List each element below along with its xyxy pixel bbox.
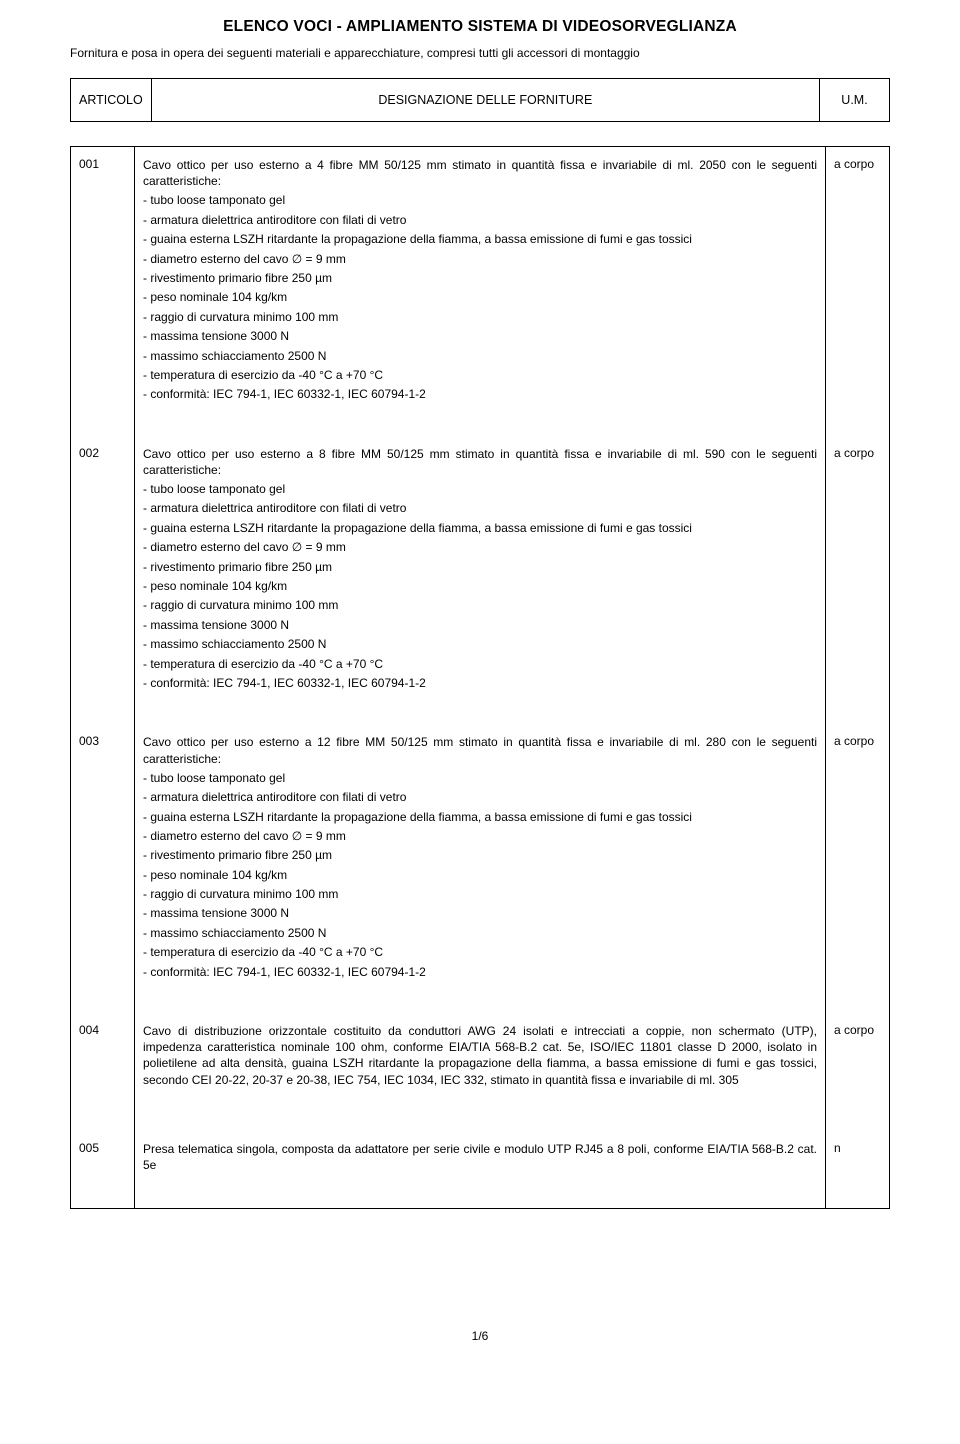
cell-designazione: Cavo di distribuzione orizzontale costit… <box>135 1013 826 1095</box>
spec-item: conformità: IEC 794-1, IEC 60332-1, IEC … <box>143 675 817 692</box>
spec-item: armatura dielettrica antiroditore con fi… <box>143 500 817 517</box>
spec-item: peso nominale 104 kg/km <box>143 289 817 306</box>
header-designazione: DESIGNAZIONE DELLE FORNITURE <box>151 79 819 122</box>
spec-item: diametro esterno del cavo ∅ = 9 mm <box>143 539 817 556</box>
spec-item: conformità: IEC 794-1, IEC 60332-1, IEC … <box>143 386 817 403</box>
gap-row <box>71 702 890 724</box>
cell-um: a corpo <box>826 1013 890 1095</box>
cell-articolo: 002 <box>71 436 135 703</box>
spec-item: massimo schiacciamento 2500 N <box>143 636 817 653</box>
header-um: U.M. <box>820 79 890 122</box>
cell-articolo: 003 <box>71 724 135 991</box>
cell-um: a corpo <box>826 147 890 414</box>
spec-item: tubo loose tamponato gel <box>143 481 817 498</box>
page-footer: 1/6 <box>70 1329 890 1343</box>
gap-row <box>71 1095 890 1131</box>
cell-um: n <box>826 1131 890 1180</box>
table-row: 005Presa telematica singola, composta da… <box>71 1131 890 1180</box>
spec-item: armatura dielettrica antiroditore con fi… <box>143 789 817 806</box>
item-intro: Cavo ottico per uso esterno a 12 fibre M… <box>143 734 817 766</box>
column-header-table: ARTICOLO DESIGNAZIONE DELLE FORNITURE U.… <box>70 78 890 122</box>
spec-item: raggio di curvatura minimo 100 mm <box>143 597 817 614</box>
spec-item: rivestimento primario fibre 250 µm <box>143 559 817 576</box>
spec-item: tubo loose tamponato gel <box>143 770 817 787</box>
spec-item: massimo schiacciamento 2500 N <box>143 348 817 365</box>
spec-item: guaina esterna LSZH ritardante la propag… <box>143 231 817 248</box>
spec-item: diametro esterno del cavo ∅ = 9 mm <box>143 828 817 845</box>
spec-list: tubo loose tamponato gel armatura dielett… <box>143 770 817 981</box>
item-intro: Presa telematica singola, composta da ad… <box>143 1141 817 1173</box>
spec-item: guaina esterna LSZH ritardante la propag… <box>143 520 817 537</box>
spec-item: peso nominale 104 kg/km <box>143 578 817 595</box>
item-intro: Cavo ottico per uso esterno a 4 fibre MM… <box>143 157 817 189</box>
table-row: 003Cavo ottico per uso esterno a 12 fibr… <box>71 724 890 991</box>
cell-designazione: Presa telematica singola, composta da ad… <box>135 1131 826 1180</box>
spec-item: raggio di curvatura minimo 100 mm <box>143 886 817 903</box>
cell-designazione: Cavo ottico per uso esterno a 12 fibre M… <box>135 724 826 991</box>
header-articolo: ARTICOLO <box>71 79 152 122</box>
gap-row <box>71 1180 890 1208</box>
table-row: 004Cavo di distribuzione orizzontale cos… <box>71 1013 890 1095</box>
spec-item: conformità: IEC 794-1, IEC 60332-1, IEC … <box>143 964 817 981</box>
page-title: ELENCO VOCI - AMPLIAMENTO SISTEMA DI VID… <box>70 18 890 36</box>
cell-articolo: 005 <box>71 1131 135 1180</box>
cell-designazione: Cavo ottico per uso esterno a 4 fibre MM… <box>135 147 826 414</box>
spec-item: diametro esterno del cavo ∅ = 9 mm <box>143 251 817 268</box>
spec-item: peso nominale 104 kg/km <box>143 867 817 884</box>
spec-item: massima tensione 3000 N <box>143 905 817 922</box>
spec-item: rivestimento primario fibre 250 µm <box>143 270 817 287</box>
spec-item: raggio di curvatura minimo 100 mm <box>143 309 817 326</box>
items-table: 001Cavo ottico per uso esterno a 4 fibre… <box>70 146 890 1209</box>
gap-row <box>71 991 890 1013</box>
spec-item: massima tensione 3000 N <box>143 328 817 345</box>
spec-item: armatura dielettrica antiroditore con fi… <box>143 212 817 229</box>
spec-list: tubo loose tamponato gel armatura dielett… <box>143 481 817 692</box>
spec-item: massima tensione 3000 N <box>143 617 817 634</box>
item-intro: Cavo di distribuzione orizzontale costit… <box>143 1023 817 1088</box>
gap-row <box>71 414 890 436</box>
spec-item: rivestimento primario fibre 250 µm <box>143 847 817 864</box>
cell-designazione: Cavo ottico per uso esterno a 8 fibre MM… <box>135 436 826 703</box>
spec-list: tubo loose tamponato gel armatura dielett… <box>143 192 817 403</box>
cell-um: a corpo <box>826 436 890 703</box>
spec-item: temperatura di esercizio da -40 °C a +70… <box>143 656 817 673</box>
spec-item: temperatura di esercizio da -40 °C a +70… <box>143 944 817 961</box>
table-row: 002Cavo ottico per uso esterno a 8 fibre… <box>71 436 890 703</box>
page: ELENCO VOCI - AMPLIAMENTO SISTEMA DI VID… <box>0 0 960 1383</box>
table-row: 001Cavo ottico per uso esterno a 4 fibre… <box>71 147 890 414</box>
item-intro: Cavo ottico per uso esterno a 8 fibre MM… <box>143 446 817 478</box>
cell-articolo: 001 <box>71 147 135 414</box>
spec-item: tubo loose tamponato gel <box>143 192 817 209</box>
spec-item: temperatura di esercizio da -40 °C a +70… <box>143 367 817 384</box>
cell-um: a corpo <box>826 724 890 991</box>
page-subtitle: Fornitura e posa in opera dei seguenti m… <box>70 46 890 60</box>
spec-item: guaina esterna LSZH ritardante la propag… <box>143 809 817 826</box>
cell-articolo: 004 <box>71 1013 135 1095</box>
spec-item: massimo schiacciamento 2500 N <box>143 925 817 942</box>
